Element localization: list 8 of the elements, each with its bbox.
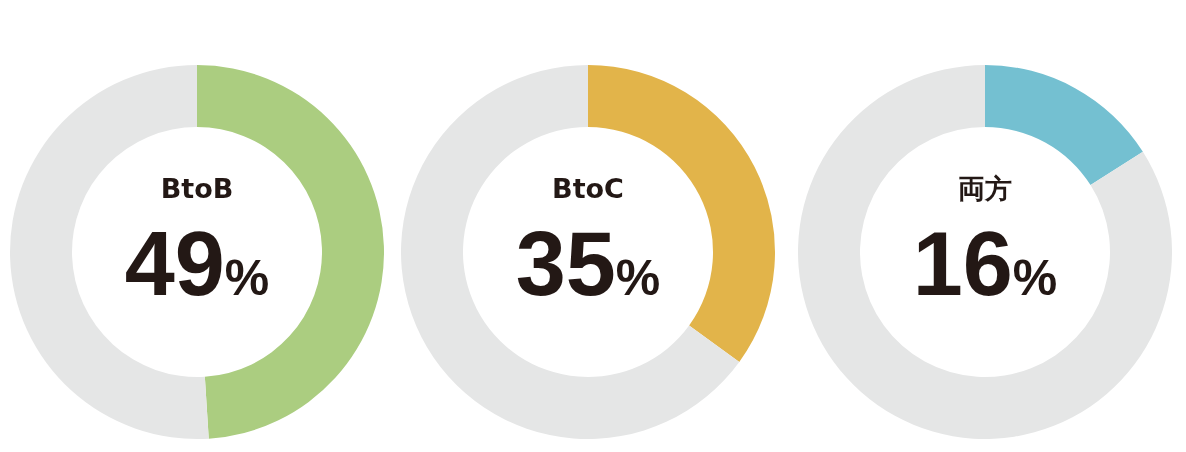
slice-label: BtoC xyxy=(552,173,624,204)
donut-slice xyxy=(798,65,1172,439)
data-label: 16% xyxy=(912,214,1058,314)
slice-label: BtoB xyxy=(160,173,234,204)
slice-label: 両方 xyxy=(958,173,1012,204)
data-label: 35% xyxy=(515,214,661,314)
data-label: 49% xyxy=(124,214,270,314)
donut-slice xyxy=(401,65,740,439)
